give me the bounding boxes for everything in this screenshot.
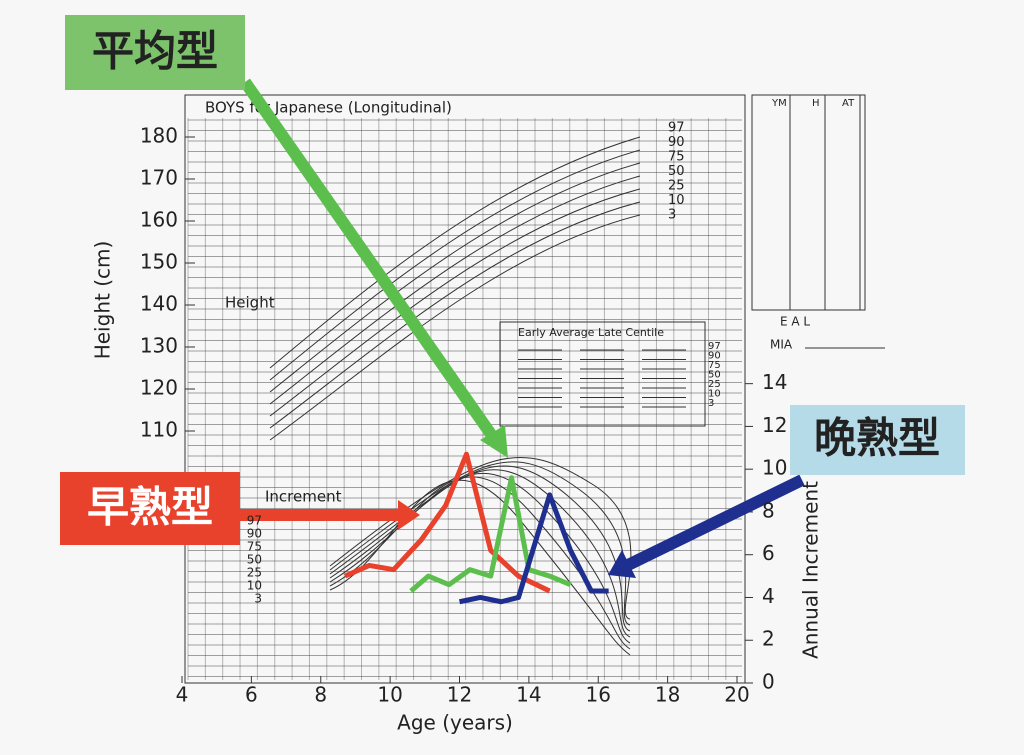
table-header: H [812,98,820,109]
x-tick-label: 12 [447,683,472,707]
x-tick-label: 14 [516,683,541,707]
plot-frame [184,94,746,684]
centile-label: 97 [708,341,721,352]
series-line [344,451,551,594]
centile-label: 90 [247,527,262,541]
y2-tick-label: 4 [762,584,775,608]
side-label: MIA [770,338,793,352]
centile-label: 75 [708,360,721,371]
chart-title: BOYS for Japanese (Longitudinal) [205,99,452,117]
scan-curve [269,214,641,441]
centile-label: 97 [247,514,262,528]
side-label: E A L [780,315,810,329]
centile-label: 75 [247,540,262,554]
annotation-layer: 平均型 早熟型 晩熟型 [60,15,965,578]
x-tick-label: 18 [655,683,680,707]
centile-label: 3 [254,592,262,606]
y-tick-label: 170 [140,166,178,190]
side-table [751,94,866,311]
y-tick-label: 130 [140,334,178,358]
label-box [65,15,245,90]
centile-label: 90 [708,351,721,362]
x-tick-label: 6 [245,683,258,707]
series-line [458,492,609,605]
y2-tick-label: 6 [762,541,775,565]
centile-label: 50 [708,370,721,381]
y-axis-label: Height (cm) [91,241,115,360]
label-box [60,472,240,545]
centile-label: 3 [668,208,676,223]
centile-label: 10 [247,579,262,593]
centile-label: 25 [247,566,262,580]
x-tick-label: 16 [586,683,611,707]
scan-curve [329,456,632,620]
centile-label: 25 [708,379,721,390]
y2-axis-label: Annual Increment [799,481,823,659]
series-layer [344,451,609,605]
x-tick-label: 10 [377,683,402,707]
y2-tick-label: 12 [762,413,787,437]
y2-tick-label: 8 [762,498,775,522]
y2-tick-label: 2 [762,627,775,651]
table-header: YM [771,98,787,109]
x-tick-label: 8 [314,683,327,707]
scan-grid [181,95,861,684]
series-label: 晩熟型 [814,414,940,463]
legend-box [499,321,706,427]
scan-curve [329,461,631,626]
y-tick-label: 160 [140,208,178,232]
centile-label: 10 [668,193,685,208]
y-tick-label: 120 [140,376,178,400]
arrowhead [480,425,508,458]
centile-label: 3 [708,398,714,409]
centile-label: 90 [668,135,685,150]
scan-curve [329,465,631,632]
series-label: 早熟型 [87,483,213,532]
centile-label: 75 [668,150,685,165]
x-tick-label: 20 [724,683,749,707]
scan-curve [269,149,641,381]
y-tick-label: 150 [140,250,178,274]
centile-label: 97 [668,121,685,136]
panel-label: Height [225,294,275,312]
scan-curve [269,136,641,369]
y2-tick-label: 14 [762,370,787,394]
scan-curve [269,201,641,429]
scan-curve [269,188,641,417]
centile-label: 50 [247,553,262,567]
series-line [409,475,572,593]
centile-label: 10 [708,389,721,400]
y2-tick-label: 10 [762,456,787,480]
arrow [625,474,805,571]
scan-curve [269,162,641,393]
centile-label: 50 [668,164,685,179]
scan-curve [269,175,641,405]
arrowhead [398,500,420,530]
legend-header: Early Average Late Centile [518,326,664,339]
y-tick-label: 180 [140,124,178,148]
arrow [240,78,500,444]
series-label: 平均型 [92,27,218,76]
label-box [790,405,965,475]
y2-tick-label: 0 [762,670,775,694]
centile-label: 25 [668,179,685,194]
y-tick-label: 140 [140,292,178,316]
x-axis-label: Age (years) [397,711,513,735]
panel-label: Increment [265,488,342,506]
x-tick-label: 4 [176,683,189,707]
arrowhead [608,550,636,578]
y-tick-label: 110 [140,418,178,442]
table-header: AT [842,98,855,109]
